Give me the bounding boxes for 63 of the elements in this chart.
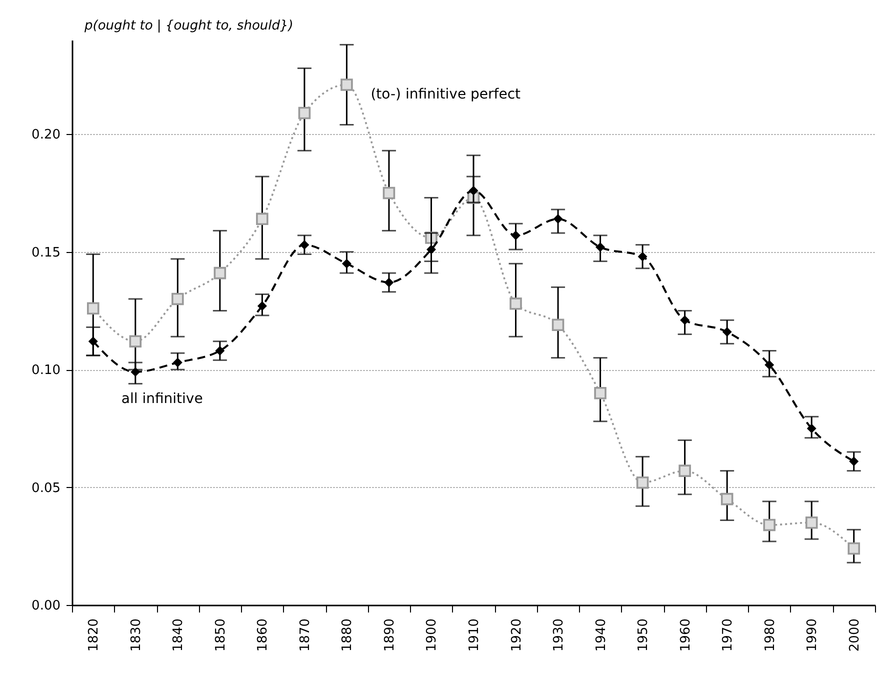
point — [426, 244, 436, 254]
point — [172, 292, 184, 306]
point — [300, 240, 310, 250]
y-tick-label: 0.20 — [32, 128, 60, 143]
point — [340, 78, 353, 91]
point — [256, 212, 268, 226]
x-tick-label: 1910 — [467, 618, 482, 652]
point — [594, 386, 606, 400]
x-tick-label: 1930 — [552, 618, 567, 652]
x-tick-label: 1990 — [805, 618, 820, 652]
x-tick-label: 2000 — [847, 618, 862, 652]
x-tick-label: 1950 — [636, 618, 652, 652]
point — [214, 266, 226, 280]
point — [382, 186, 396, 200]
y-axis-title: p(ought to | {ought to, should}) — [84, 18, 294, 34]
point — [638, 252, 648, 262]
point — [511, 230, 521, 240]
point — [342, 258, 352, 268]
y-tick-label: 0.05 — [32, 480, 60, 496]
y-tick-label: 0.15 — [32, 245, 60, 260]
y-tick-label: 0.00 — [32, 598, 60, 614]
point — [88, 336, 98, 346]
point — [172, 358, 182, 368]
point — [129, 335, 142, 348]
x-tick-label: 1900 — [424, 618, 440, 652]
point — [257, 301, 267, 311]
point — [849, 456, 859, 466]
x-tick-label: 1880 — [340, 618, 356, 652]
point — [215, 346, 225, 356]
point — [553, 214, 563, 224]
point — [636, 476, 649, 489]
point — [384, 278, 394, 288]
point — [763, 518, 776, 532]
point — [722, 327, 732, 337]
point — [510, 298, 522, 310]
point — [86, 302, 100, 315]
series-label: all infinitive — [121, 390, 203, 407]
x-tick-label: 1860 — [256, 618, 271, 652]
point — [552, 318, 564, 331]
x-tick-label: 1870 — [298, 618, 313, 652]
x-tick-label: 1920 — [509, 618, 524, 652]
point — [764, 360, 774, 370]
x-tick-label: 1960 — [678, 618, 694, 652]
point — [720, 492, 734, 506]
y-tick-label: 0.10 — [32, 363, 60, 378]
point — [680, 315, 690, 325]
x-tick-label: 1980 — [762, 618, 778, 652]
point — [298, 106, 311, 120]
point — [805, 516, 818, 529]
point — [848, 542, 860, 555]
x-tick-label: 1940 — [594, 618, 609, 652]
x-tick-label: 1820 — [86, 618, 102, 652]
x-tick-label: 1890 — [382, 618, 398, 652]
point — [596, 242, 606, 252]
series-label: (to-) infinitive perfect — [370, 86, 522, 103]
x-tick-label: 1830 — [128, 618, 144, 652]
x-tick-label: 1850 — [213, 618, 228, 652]
x-tick-label: 1970 — [720, 618, 736, 652]
point — [468, 186, 478, 196]
point — [130, 367, 140, 377]
point — [678, 464, 691, 477]
x-tick-label: 1840 — [171, 618, 186, 652]
point — [806, 424, 816, 434]
